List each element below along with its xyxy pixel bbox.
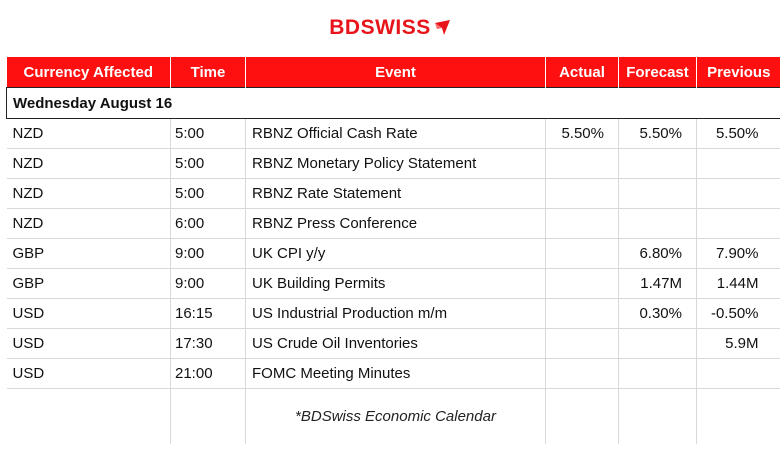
table-header-row: Currency Affected Time Event Actual Fore… <box>6 57 780 88</box>
cell-actual <box>545 208 619 239</box>
cell-previous: 1.44M <box>696 268 780 299</box>
cell-actual <box>545 298 619 329</box>
footer-cell <box>170 388 246 444</box>
cell-forecast: 5.50% <box>618 118 697 149</box>
table-row: GBP 9:00 UK Building Permits 1.47M 1.44M <box>6 268 780 299</box>
cell-previous: 7.90% <box>696 238 780 269</box>
cell-currency: NZD <box>6 208 171 239</box>
footer-cell <box>618 388 697 444</box>
cell-event: RBNZ Official Cash Rate <box>245 118 546 149</box>
cell-forecast: 0.30% <box>618 298 697 329</box>
cell-event: RBNZ Monetary Policy Statement <box>245 148 546 179</box>
cell-time: 9:00 <box>170 268 246 299</box>
header-actual: Actual <box>545 57 619 88</box>
cell-time: 17:30 <box>170 328 246 359</box>
cell-currency: NZD <box>6 178 171 209</box>
day-row: Wednesday August 16 <box>6 87 780 119</box>
footer-cell <box>545 388 619 444</box>
cell-event: RBNZ Rate Statement <box>245 178 546 209</box>
cell-forecast <box>618 208 697 239</box>
cell-currency: GBP <box>6 238 171 269</box>
cell-currency: NZD <box>6 118 171 149</box>
cell-previous <box>696 148 780 179</box>
header-time: Time <box>170 57 246 88</box>
cell-currency: USD <box>6 298 171 329</box>
table-row: USD 21:00 FOMC Meeting Minutes <box>6 358 780 389</box>
table-row: NZD 5:00 RBNZ Monetary Policy Statement <box>6 148 780 179</box>
table-row: USD 17:30 US Crude Oil Inventories 5.9M <box>6 328 780 359</box>
cell-time: 9:00 <box>170 238 246 269</box>
cell-forecast <box>618 178 697 209</box>
cell-actual <box>545 148 619 179</box>
cell-previous <box>696 208 780 239</box>
logo-text-bd: BD <box>329 16 361 39</box>
cell-previous: -0.50% <box>696 298 780 329</box>
cell-event: FOMC Meeting Minutes <box>245 358 546 389</box>
header-forecast: Forecast <box>618 57 697 88</box>
cell-event: US Crude Oil Inventories <box>245 328 546 359</box>
table-row: NZD 5:00 RBNZ Official Cash Rate 5.50% 5.50%… <box>6 118 780 149</box>
cell-time: 5:00 <box>170 118 246 149</box>
footer-row: *BDSwiss Economic Calendar <box>6 388 780 445</box>
brand-logo: BD SWISS <box>0 0 780 56</box>
header-previous: Previous <box>696 57 780 88</box>
logo-text-swiss: SWISS <box>360 16 431 39</box>
table-row: NZD 6:00 RBNZ Press Conference <box>6 208 780 239</box>
cell-currency: NZD <box>6 148 171 179</box>
cell-actual <box>545 328 619 359</box>
cell-previous: 5.50% <box>696 118 780 149</box>
footer-cell <box>6 388 171 444</box>
cell-previous <box>696 358 780 389</box>
cell-event: UK Building Permits <box>245 268 546 299</box>
cell-time: 5:00 <box>170 148 246 179</box>
cell-actual <box>545 238 619 269</box>
header-currency: Currency Affected <box>6 57 171 88</box>
cell-forecast: 1.47M <box>618 268 697 299</box>
header-event: Event <box>245 57 546 88</box>
cell-time: 16:15 <box>170 298 246 329</box>
logo-arrow-icon <box>434 20 450 35</box>
cell-actual <box>545 178 619 209</box>
cell-time: 5:00 <box>170 178 246 209</box>
day-label: Wednesday August 16 <box>6 87 780 119</box>
cell-previous: 5.9M <box>696 328 780 359</box>
cell-currency: USD <box>6 358 171 389</box>
cell-actual <box>545 358 619 389</box>
cell-currency: USD <box>6 328 171 359</box>
cell-previous <box>696 178 780 209</box>
table-row: USD 16:15 US Industrial Production m/m 0.30… <box>6 298 780 329</box>
cell-event: RBNZ Press Conference <box>245 208 546 239</box>
cell-forecast <box>618 328 697 359</box>
cell-forecast <box>618 358 697 389</box>
cell-forecast <box>618 148 697 179</box>
cell-time: 6:00 <box>170 208 246 239</box>
footer-cell <box>697 389 780 445</box>
cell-currency: GBP <box>6 268 171 299</box>
cell-event: UK CPI y/y <box>245 238 546 269</box>
table-row: NZD 5:00 RBNZ Rate Statement <box>6 178 780 209</box>
cell-actual: 5.50% <box>545 118 619 149</box>
economic-calendar-table: Currency Affected Time Event Actual Fore… <box>6 57 780 444</box>
cell-time: 21:00 <box>170 358 246 389</box>
cell-forecast: 6.80% <box>618 238 697 269</box>
table-row: GBP 9:00 UK CPI y/y 6.80% 7.90% <box>6 238 780 269</box>
cell-actual <box>545 268 619 299</box>
cell-event: US Industrial Production m/m <box>245 298 546 329</box>
footer-credit: *BDSwiss Economic Calendar <box>245 388 546 444</box>
